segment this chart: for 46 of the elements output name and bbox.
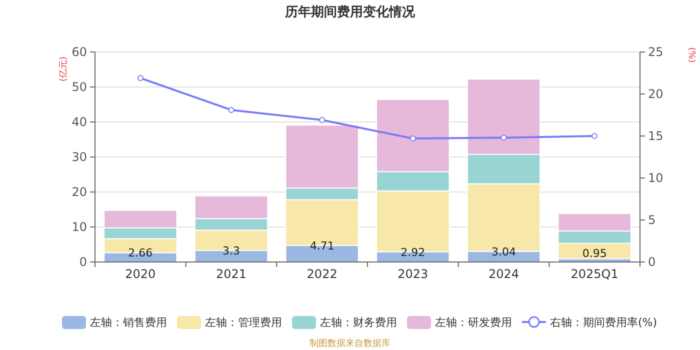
legend-label: 左轴：销售费用 (90, 316, 167, 329)
y-tick-label: 50 (72, 80, 87, 94)
text: 制图数据来自数据库 (310, 338, 390, 349)
y2-tick-label: 25 (648, 45, 664, 59)
point (410, 136, 416, 142)
legend-label: 左轴：研发费用 (435, 316, 512, 329)
x-tick-label: 2021 (216, 267, 247, 281)
point (137, 75, 144, 82)
legend-label: 右轴：期间费用率(%) (550, 316, 658, 329)
y-tick-label: 10 (72, 220, 87, 234)
bar (376, 99, 450, 172)
y-tick-label: 30 (72, 150, 87, 164)
legend-label: 左轴：财务费用 (320, 316, 397, 329)
x-tick-label: 2025Q1 (570, 267, 618, 281)
y2-tick-label: 0 (648, 255, 656, 269)
x-tick-label: 2023 (398, 267, 428, 281)
data-label: 2.92 (400, 246, 426, 259)
y2-tick-label: 15 (648, 129, 664, 143)
y-tick-label: 60 (72, 45, 87, 59)
x-tick-label: 2024 (488, 267, 520, 281)
legend-label: 左轴：管理费用 (205, 316, 282, 329)
y2-tick-label: 5 (648, 213, 656, 227)
y2-axis-title: (%) (686, 47, 696, 63)
bar (104, 210, 178, 228)
chart-title: 历年期间费用变化情况 (284, 4, 416, 20)
y2-tick-label: 10 (648, 171, 664, 185)
y-tick-label: 20 (72, 185, 87, 199)
point (500, 134, 507, 141)
point (592, 133, 598, 139)
point (319, 117, 326, 124)
y-tick-label: 40 (72, 115, 87, 129)
x-tick-label: 2020 (125, 267, 156, 281)
bar (466, 78, 541, 155)
y-axis-title: (亿元) (58, 56, 69, 82)
data-label: 0.95 (582, 247, 607, 260)
data-label: 3.04 (492, 245, 516, 258)
data-label: 3.3 (222, 244, 240, 258)
point (228, 106, 234, 113)
data-label: 4.71 (310, 240, 334, 253)
data-label: 2.66 (128, 246, 153, 260)
y-tick-label: 0 (79, 255, 87, 269)
bar (558, 213, 632, 232)
bar (285, 124, 359, 189)
y2-tick-label: 20 (648, 87, 664, 101)
bar (194, 195, 268, 220)
x-tick-label: 2022 (306, 267, 338, 281)
